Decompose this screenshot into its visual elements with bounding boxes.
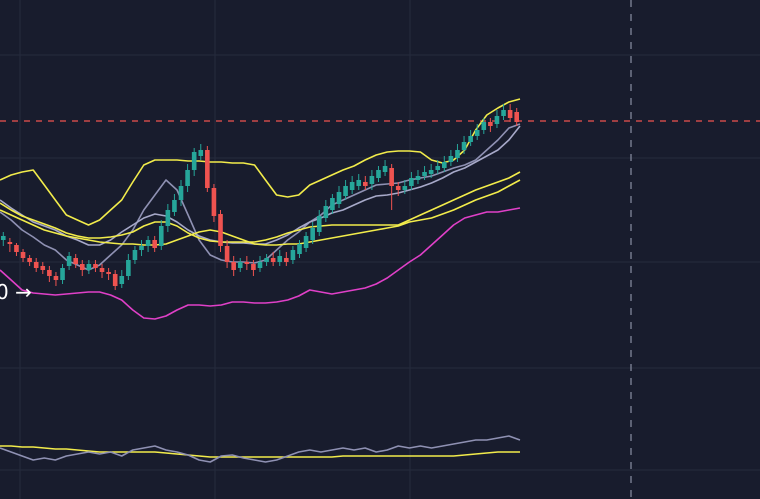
candle-body-69 <box>455 150 460 158</box>
candle-body-71 <box>468 136 473 142</box>
candle-body-47 <box>310 228 315 240</box>
candle-body-55 <box>363 182 368 186</box>
candle-body-56 <box>369 176 375 184</box>
candle-body-19 <box>126 260 131 276</box>
candle-body-34 <box>224 246 230 262</box>
candle-body-10 <box>66 256 72 266</box>
candle-body-60 <box>395 186 401 190</box>
candle-body-25 <box>165 210 171 226</box>
candle-body-17 <box>112 274 118 286</box>
candle-body-39 <box>257 262 263 268</box>
candle-body-62 <box>409 178 414 186</box>
candle-body-52 <box>343 186 348 196</box>
candle-body-22 <box>145 240 151 246</box>
indicator-lines <box>0 98 521 320</box>
candle-body-75 <box>494 116 500 124</box>
candle-body-11 <box>73 258 78 264</box>
candle-body-58 <box>382 166 388 172</box>
candle-body-42 <box>277 256 283 262</box>
oscillator-panel <box>0 435 521 463</box>
candle-body-68 <box>448 156 454 162</box>
candle-body-16 <box>106 272 111 274</box>
candle-body-33 <box>218 214 223 246</box>
candle-body-9 <box>60 268 65 280</box>
candle-body-3 <box>20 252 26 258</box>
candle-body-45 <box>297 244 302 254</box>
candle-body-73 <box>481 122 487 130</box>
candle-body-7 <box>47 270 52 276</box>
candle-body-70 <box>461 142 467 150</box>
candle-body-46 <box>303 236 309 248</box>
candle-body-66 <box>435 166 441 170</box>
candle-body-49 <box>323 206 329 218</box>
candle-body-15 <box>99 268 105 272</box>
candle-body-4 <box>27 258 32 262</box>
candle-body-40 <box>264 258 269 262</box>
candle-body-78 <box>514 112 520 122</box>
candle-body-64 <box>422 172 427 176</box>
candle-body-20 <box>132 250 138 260</box>
candle-body-0 <box>0 236 6 240</box>
candle-body-74 <box>488 122 493 126</box>
candle-body-18 <box>119 276 125 284</box>
candle-body-2 <box>14 245 19 252</box>
candle-body-26 <box>172 200 177 212</box>
candle-body-63 <box>415 176 421 180</box>
candle-body-28 <box>185 170 190 186</box>
osc-line-osc_gray <box>0 435 521 463</box>
candle-body-31 <box>205 150 210 188</box>
candle-body-8 <box>53 276 59 280</box>
series-line-bb_lower <box>0 207 521 320</box>
candle-body-65 <box>428 170 434 174</box>
candle-body-41 <box>270 258 276 262</box>
candle-body-53 <box>349 182 355 190</box>
series-line-bb_upper <box>0 98 521 226</box>
candle-body-13 <box>86 264 92 270</box>
osc-line-osc_yellow <box>0 445 520 458</box>
candlesticks <box>0 104 520 290</box>
candle-body-21 <box>139 246 144 250</box>
candle-body-29 <box>191 152 197 170</box>
candle-body-67 <box>442 162 447 168</box>
candle-body-38 <box>251 264 256 270</box>
series-line-ma_slow <box>0 179 521 246</box>
candle-body-59 <box>389 168 394 186</box>
candle-body-27 <box>178 186 184 200</box>
candle-body-54 <box>356 180 362 186</box>
candle-body-14 <box>93 264 98 268</box>
candle-body-37 <box>244 262 250 264</box>
candle-body-51 <box>336 192 342 204</box>
candle-body-24 <box>158 226 164 246</box>
candle-body-76 <box>501 110 506 116</box>
candle-body-77 <box>507 110 513 118</box>
candle-body-1 <box>7 242 13 244</box>
candle-body-61 <box>402 186 408 190</box>
candle-body-48 <box>316 216 322 232</box>
candle-body-43 <box>284 258 289 262</box>
candle-body-44 <box>290 250 296 260</box>
arrow-label: 0 → <box>0 280 32 304</box>
candle-body-5 <box>33 262 39 268</box>
candle-body-12 <box>79 264 85 270</box>
candle-body-72 <box>474 130 480 136</box>
candle-body-50 <box>330 198 335 210</box>
candle-body-23 <box>152 240 157 248</box>
candle-body-35 <box>231 262 236 270</box>
candle-body-30 <box>198 150 204 156</box>
series-line-ma_fast <box>0 171 521 243</box>
candle-body-32 <box>211 188 217 216</box>
candle-body-6 <box>40 266 46 270</box>
candle-body-36 <box>237 262 243 268</box>
candle-body-57 <box>376 170 381 178</box>
